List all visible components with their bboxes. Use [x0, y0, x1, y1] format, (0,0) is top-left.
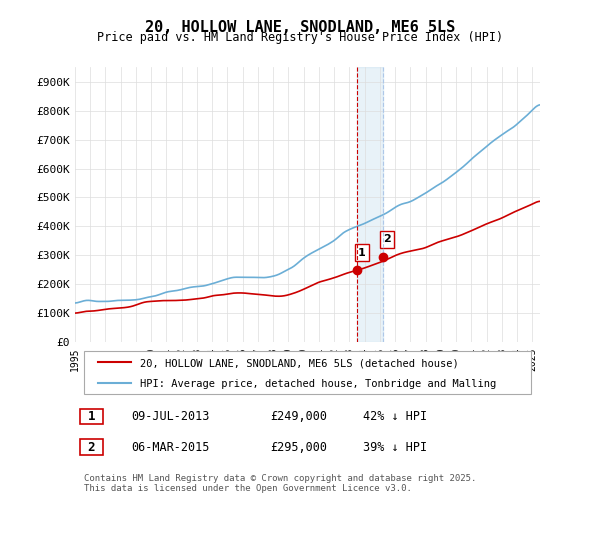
Text: Contains HM Land Registry data © Crown copyright and database right 2025.
This d: Contains HM Land Registry data © Crown c… — [84, 474, 476, 493]
Text: 2: 2 — [383, 235, 391, 245]
FancyBboxPatch shape — [84, 351, 531, 394]
Text: 1: 1 — [88, 410, 95, 423]
Bar — [358, 67, 383, 342]
Text: 20, HOLLOW LANE, SNODLAND, ME6 5LS (detached house): 20, HOLLOW LANE, SNODLAND, ME6 5LS (deta… — [140, 358, 459, 368]
Text: 39% ↓ HPI: 39% ↓ HPI — [364, 441, 427, 454]
Text: 2: 2 — [88, 441, 95, 454]
Text: £249,000: £249,000 — [270, 410, 328, 423]
Text: 1: 1 — [358, 248, 366, 258]
Text: HPI: Average price, detached house, Tonbridge and Malling: HPI: Average price, detached house, Tonb… — [140, 379, 496, 389]
FancyBboxPatch shape — [80, 409, 103, 424]
Text: 06-MAR-2015: 06-MAR-2015 — [131, 441, 209, 454]
Text: Price paid vs. HM Land Registry's House Price Index (HPI): Price paid vs. HM Land Registry's House … — [97, 31, 503, 44]
FancyBboxPatch shape — [80, 440, 103, 455]
Text: 09-JUL-2013: 09-JUL-2013 — [131, 410, 209, 423]
Text: 20, HOLLOW LANE, SNODLAND, ME6 5LS: 20, HOLLOW LANE, SNODLAND, ME6 5LS — [145, 20, 455, 35]
Text: 42% ↓ HPI: 42% ↓ HPI — [364, 410, 427, 423]
Text: £295,000: £295,000 — [270, 441, 328, 454]
